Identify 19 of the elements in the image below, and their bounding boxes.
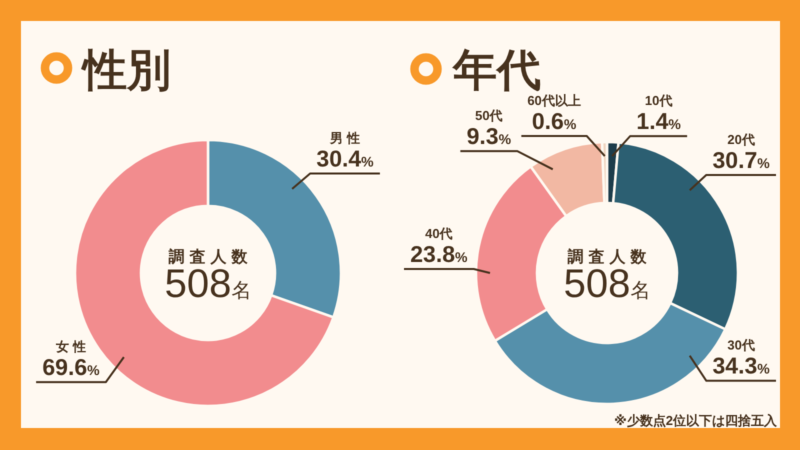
slice-label: 40代 <box>425 226 453 241</box>
slice-label: 10代 <box>644 93 672 108</box>
data-label: 34.3% <box>712 352 770 379</box>
slice-label: 60代以上 <box>527 93 581 108</box>
slice-label: 30代 <box>727 338 755 353</box>
slice-label: 男性 <box>329 130 364 146</box>
data-label: 30.7% <box>712 146 770 173</box>
text: ※少数点2位以下は四捨五入 <box>614 413 778 428</box>
data-label: 69.6% <box>42 354 100 380</box>
slice-label: 女性 <box>54 339 90 354</box>
data-label: 30.4% <box>316 146 374 172</box>
data-label: 0.6% <box>532 108 577 134</box>
chart-title: 年代 <box>452 46 541 95</box>
data-label: 9.3% <box>466 123 512 150</box>
data-label: 1.4% <box>636 108 682 134</box>
slice-label: 50代 <box>475 108 503 124</box>
slice-label: 20代 <box>727 132 755 147</box>
chart-title: 性別 <box>80 46 171 95</box>
data-label: 23.8% <box>410 241 468 267</box>
